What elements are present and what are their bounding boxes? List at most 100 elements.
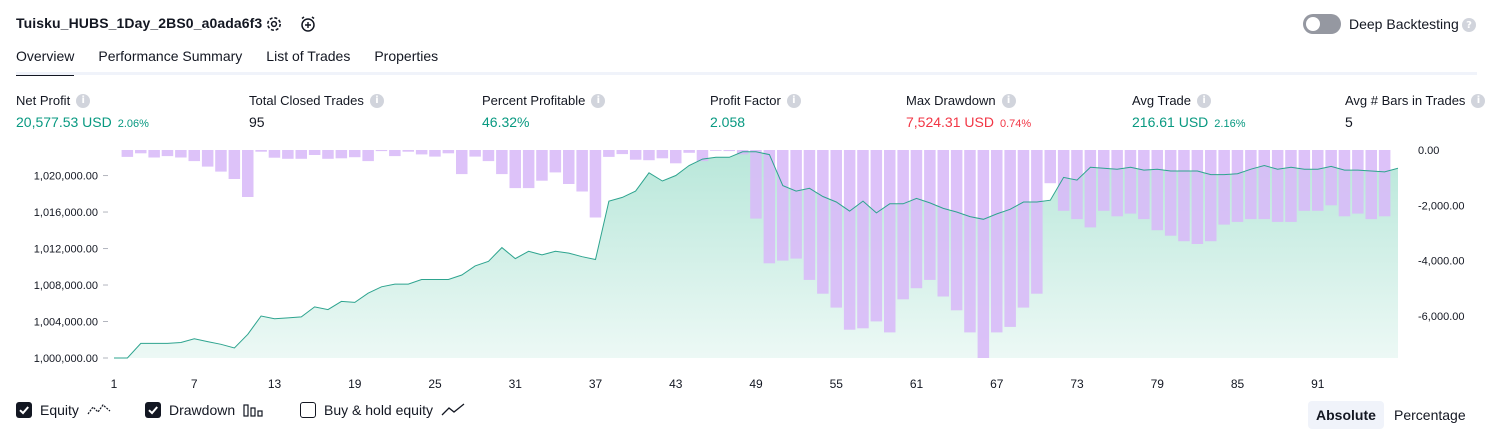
drawdown-bar[interactable] <box>910 150 923 289</box>
drawdown-bar[interactable] <box>1365 150 1378 220</box>
drawdown-bar[interactable] <box>415 150 428 155</box>
drawdown-bar[interactable] <box>656 150 669 159</box>
drawdown-bar[interactable] <box>1325 150 1337 206</box>
drawdown-bar[interactable] <box>1057 150 1070 211</box>
drawdown-bar[interactable] <box>576 150 588 192</box>
drawdown-bar[interactable] <box>1205 150 1217 242</box>
info-icon[interactable]: i <box>591 93 606 108</box>
drawdown-bar[interactable] <box>322 150 334 159</box>
drawdown-bar[interactable] <box>549 150 562 173</box>
drawdown-bar[interactable] <box>950 150 963 311</box>
drawdown-bar[interactable] <box>843 150 856 330</box>
info-icon[interactable]: i <box>786 93 801 108</box>
drawdown-bar[interactable] <box>589 150 602 218</box>
buy-hold-toggle[interactable]: Buy & hold equity <box>300 402 465 418</box>
drawdown-bar[interactable] <box>201 150 214 167</box>
checkbox-unchecked[interactable] <box>300 402 316 418</box>
drawdown-bar[interactable] <box>1084 150 1097 228</box>
drawdown-bar[interactable] <box>1378 150 1391 217</box>
drawdown-bar[interactable] <box>924 150 936 280</box>
drawdown-bar[interactable] <box>228 150 241 179</box>
drawdown-bar[interactable] <box>897 150 909 300</box>
info-icon[interactable]: i <box>1471 93 1486 108</box>
drawdown-bar[interactable] <box>937 150 950 297</box>
drawdown-bar[interactable] <box>402 150 415 152</box>
drawdown-bar[interactable] <box>121 150 134 157</box>
drawdown-bar[interactable] <box>991 150 1003 333</box>
drawdown-bar[interactable] <box>857 150 869 329</box>
drawdown-bar[interactable] <box>1338 150 1351 217</box>
drawdown-bar[interactable] <box>456 150 468 175</box>
drawdown-bar[interactable] <box>616 150 629 155</box>
drawdown-bar[interactable] <box>442 150 455 154</box>
drawdown-bar[interactable] <box>242 150 254 197</box>
drawdown-bar[interactable] <box>429 150 441 157</box>
drawdown-bar[interactable] <box>161 150 174 157</box>
drawdown-bar[interactable] <box>696 150 709 162</box>
drawdown-bar[interactable] <box>790 150 802 259</box>
drawdown-bar[interactable] <box>308 150 321 155</box>
drawdown-bar[interactable] <box>777 150 789 261</box>
drawdown-bar[interactable] <box>496 150 508 175</box>
drawdown-bar[interactable] <box>563 150 575 184</box>
drawdown-bar[interactable] <box>536 150 548 181</box>
drawdown-bar[interactable] <box>1285 150 1297 222</box>
drawdown-bar[interactable] <box>817 150 829 294</box>
checkbox-checked[interactable] <box>145 402 161 418</box>
drawdown-bar[interactable] <box>188 150 201 162</box>
drawdown-bar[interactable] <box>763 150 776 264</box>
drawdown-bar[interactable] <box>1004 150 1016 327</box>
drawdown-bar[interactable] <box>1151 150 1164 231</box>
drawdown-bar[interactable] <box>830 150 843 308</box>
drawdown-bar[interactable] <box>522 150 535 189</box>
drawdown-bar[interactable] <box>977 150 990 358</box>
drawdown-bar[interactable] <box>509 150 522 189</box>
drawdown-bar[interactable] <box>362 150 374 162</box>
drawdown-bar[interactable] <box>295 150 308 159</box>
drawdown-bar[interactable] <box>349 150 361 158</box>
drawdown-bar[interactable] <box>1191 150 1204 244</box>
drawdown-toggle[interactable]: Drawdown <box>145 402 265 418</box>
equity-toggle[interactable]: Equity <box>16 402 111 418</box>
deep-backtesting-toggle[interactable] <box>1303 14 1341 34</box>
help-icon[interactable]: ? <box>1462 18 1476 32</box>
drawdown-bar[interactable] <box>282 150 294 159</box>
drawdown-bar[interactable] <box>375 150 388 152</box>
gear-icon[interactable] <box>263 13 285 35</box>
drawdown-bar[interactable] <box>1098 150 1110 211</box>
percentage-button[interactable]: Percentage <box>1394 407 1466 423</box>
drawdown-bar[interactable] <box>1164 150 1177 236</box>
drawdown-bar[interactable] <box>723 150 736 152</box>
drawdown-bar[interactable] <box>1258 150 1271 220</box>
drawdown-bar[interactable] <box>884 150 896 333</box>
drawdown-bar[interactable] <box>255 150 267 152</box>
drawdown-bar[interactable] <box>335 150 348 159</box>
tab-list-of-trades[interactable]: List of Trades <box>266 48 351 64</box>
drawdown-bar[interactable] <box>603 150 615 157</box>
drawdown-bar[interactable] <box>1352 150 1364 214</box>
drawdown-bar[interactable] <box>683 150 695 153</box>
drawdown-bar[interactable] <box>1178 150 1190 242</box>
alarm-plus-icon[interactable] <box>297 13 319 35</box>
equity-drawdown-chart[interactable]: 1,000,000.00 1,004,000.00 1,008,000.00 1,01… <box>0 140 1494 395</box>
drawdown-bar[interactable] <box>1124 150 1137 214</box>
drawdown-bar[interactable] <box>482 150 495 162</box>
info-icon[interactable]: i <box>369 93 384 108</box>
drawdown-bar[interactable] <box>643 150 655 161</box>
drawdown-bar[interactable] <box>1017 150 1030 308</box>
drawdown-bar[interactable] <box>1031 150 1043 294</box>
checkbox-checked[interactable] <box>16 402 32 418</box>
drawdown-bar[interactable] <box>1298 150 1311 211</box>
info-icon[interactable]: i <box>1001 93 1016 108</box>
drawdown-bar[interactable] <box>1111 150 1123 217</box>
drawdown-bar[interactable] <box>268 150 281 158</box>
drawdown-bar[interactable] <box>629 150 642 160</box>
drawdown-bar[interactable] <box>175 150 187 158</box>
drawdown-bar[interactable] <box>964 150 976 333</box>
absolute-button[interactable]: Absolute <box>1308 401 1384 429</box>
drawdown-bar[interactable] <box>670 150 682 164</box>
tab-performance-summary[interactable]: Performance Summary <box>98 48 243 64</box>
info-icon[interactable]: i <box>1197 93 1212 108</box>
drawdown-bar[interactable] <box>870 150 883 322</box>
drawdown-bar[interactable] <box>389 150 401 157</box>
